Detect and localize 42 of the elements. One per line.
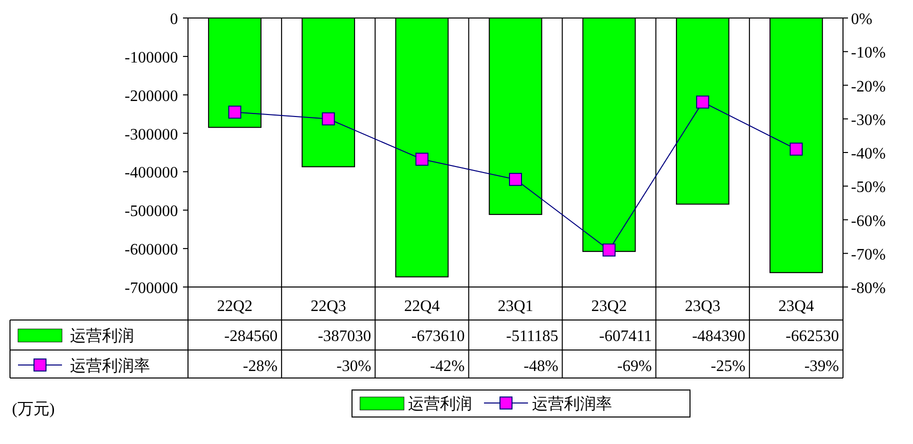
data-label: -511185 <box>506 328 558 345</box>
x-tick-label: 23Q3 <box>684 298 720 315</box>
y-tick-label: -600000 <box>124 242 178 259</box>
data-label: -607411 <box>599 328 652 345</box>
legend-label: 运营利润 <box>70 327 134 345</box>
data-label: -39% <box>804 358 839 375</box>
y2-tick-label: -20% <box>851 78 886 96</box>
y-tick-label: -500000 <box>124 203 178 220</box>
x-tick-label: 23Q2 <box>591 298 627 315</box>
y2-tick-label: 0% <box>851 11 872 28</box>
x-tick-label: 23Q1 <box>498 298 534 315</box>
data-label: -284560 <box>224 328 278 345</box>
data-label: -69% <box>617 358 652 375</box>
y2-tick-label: -40% <box>851 146 886 162</box>
data-label: -48% <box>524 358 558 375</box>
y-tick-label: -300000 <box>124 126 178 144</box>
y-tick-label: -700000 <box>124 280 178 297</box>
data-label: -30% <box>336 358 372 375</box>
legend: 运营利润 运营利润率 <box>352 390 690 418</box>
legend-label: 运营利润率 <box>70 357 150 375</box>
x-tick-label: 22Q2 <box>217 298 253 315</box>
y-tick-label: -400000 <box>124 164 178 182</box>
data-label: -662530 <box>786 328 839 345</box>
y2-tick-label: -30% <box>851 112 886 129</box>
y2-tick-label: -80% <box>851 280 886 297</box>
data-label: -28% <box>242 358 278 375</box>
data-label: -484390 <box>692 328 746 345</box>
y2-tick-label: -70% <box>851 246 886 264</box>
y2-tick-label: -60% <box>851 212 886 230</box>
data-label: -673610 <box>411 328 465 345</box>
y2-tick-label: -50% <box>851 179 886 196</box>
data-label: -42% <box>430 358 465 375</box>
y-tick-label: -100000 <box>124 49 178 66</box>
x-tick-label: 23Q4 <box>778 298 814 315</box>
x-tick-label: 22Q3 <box>310 298 346 315</box>
text: (万元) <box>12 401 55 418</box>
data-label: -387030 <box>318 328 372 345</box>
y-tick-label: 0 <box>170 11 178 28</box>
y-tick-label: -200000 <box>124 88 178 105</box>
data-label: -25% <box>710 358 746 375</box>
x-tick-label: 22Q4 <box>404 298 440 315</box>
y2-tick-label: -10% <box>851 44 886 62</box>
